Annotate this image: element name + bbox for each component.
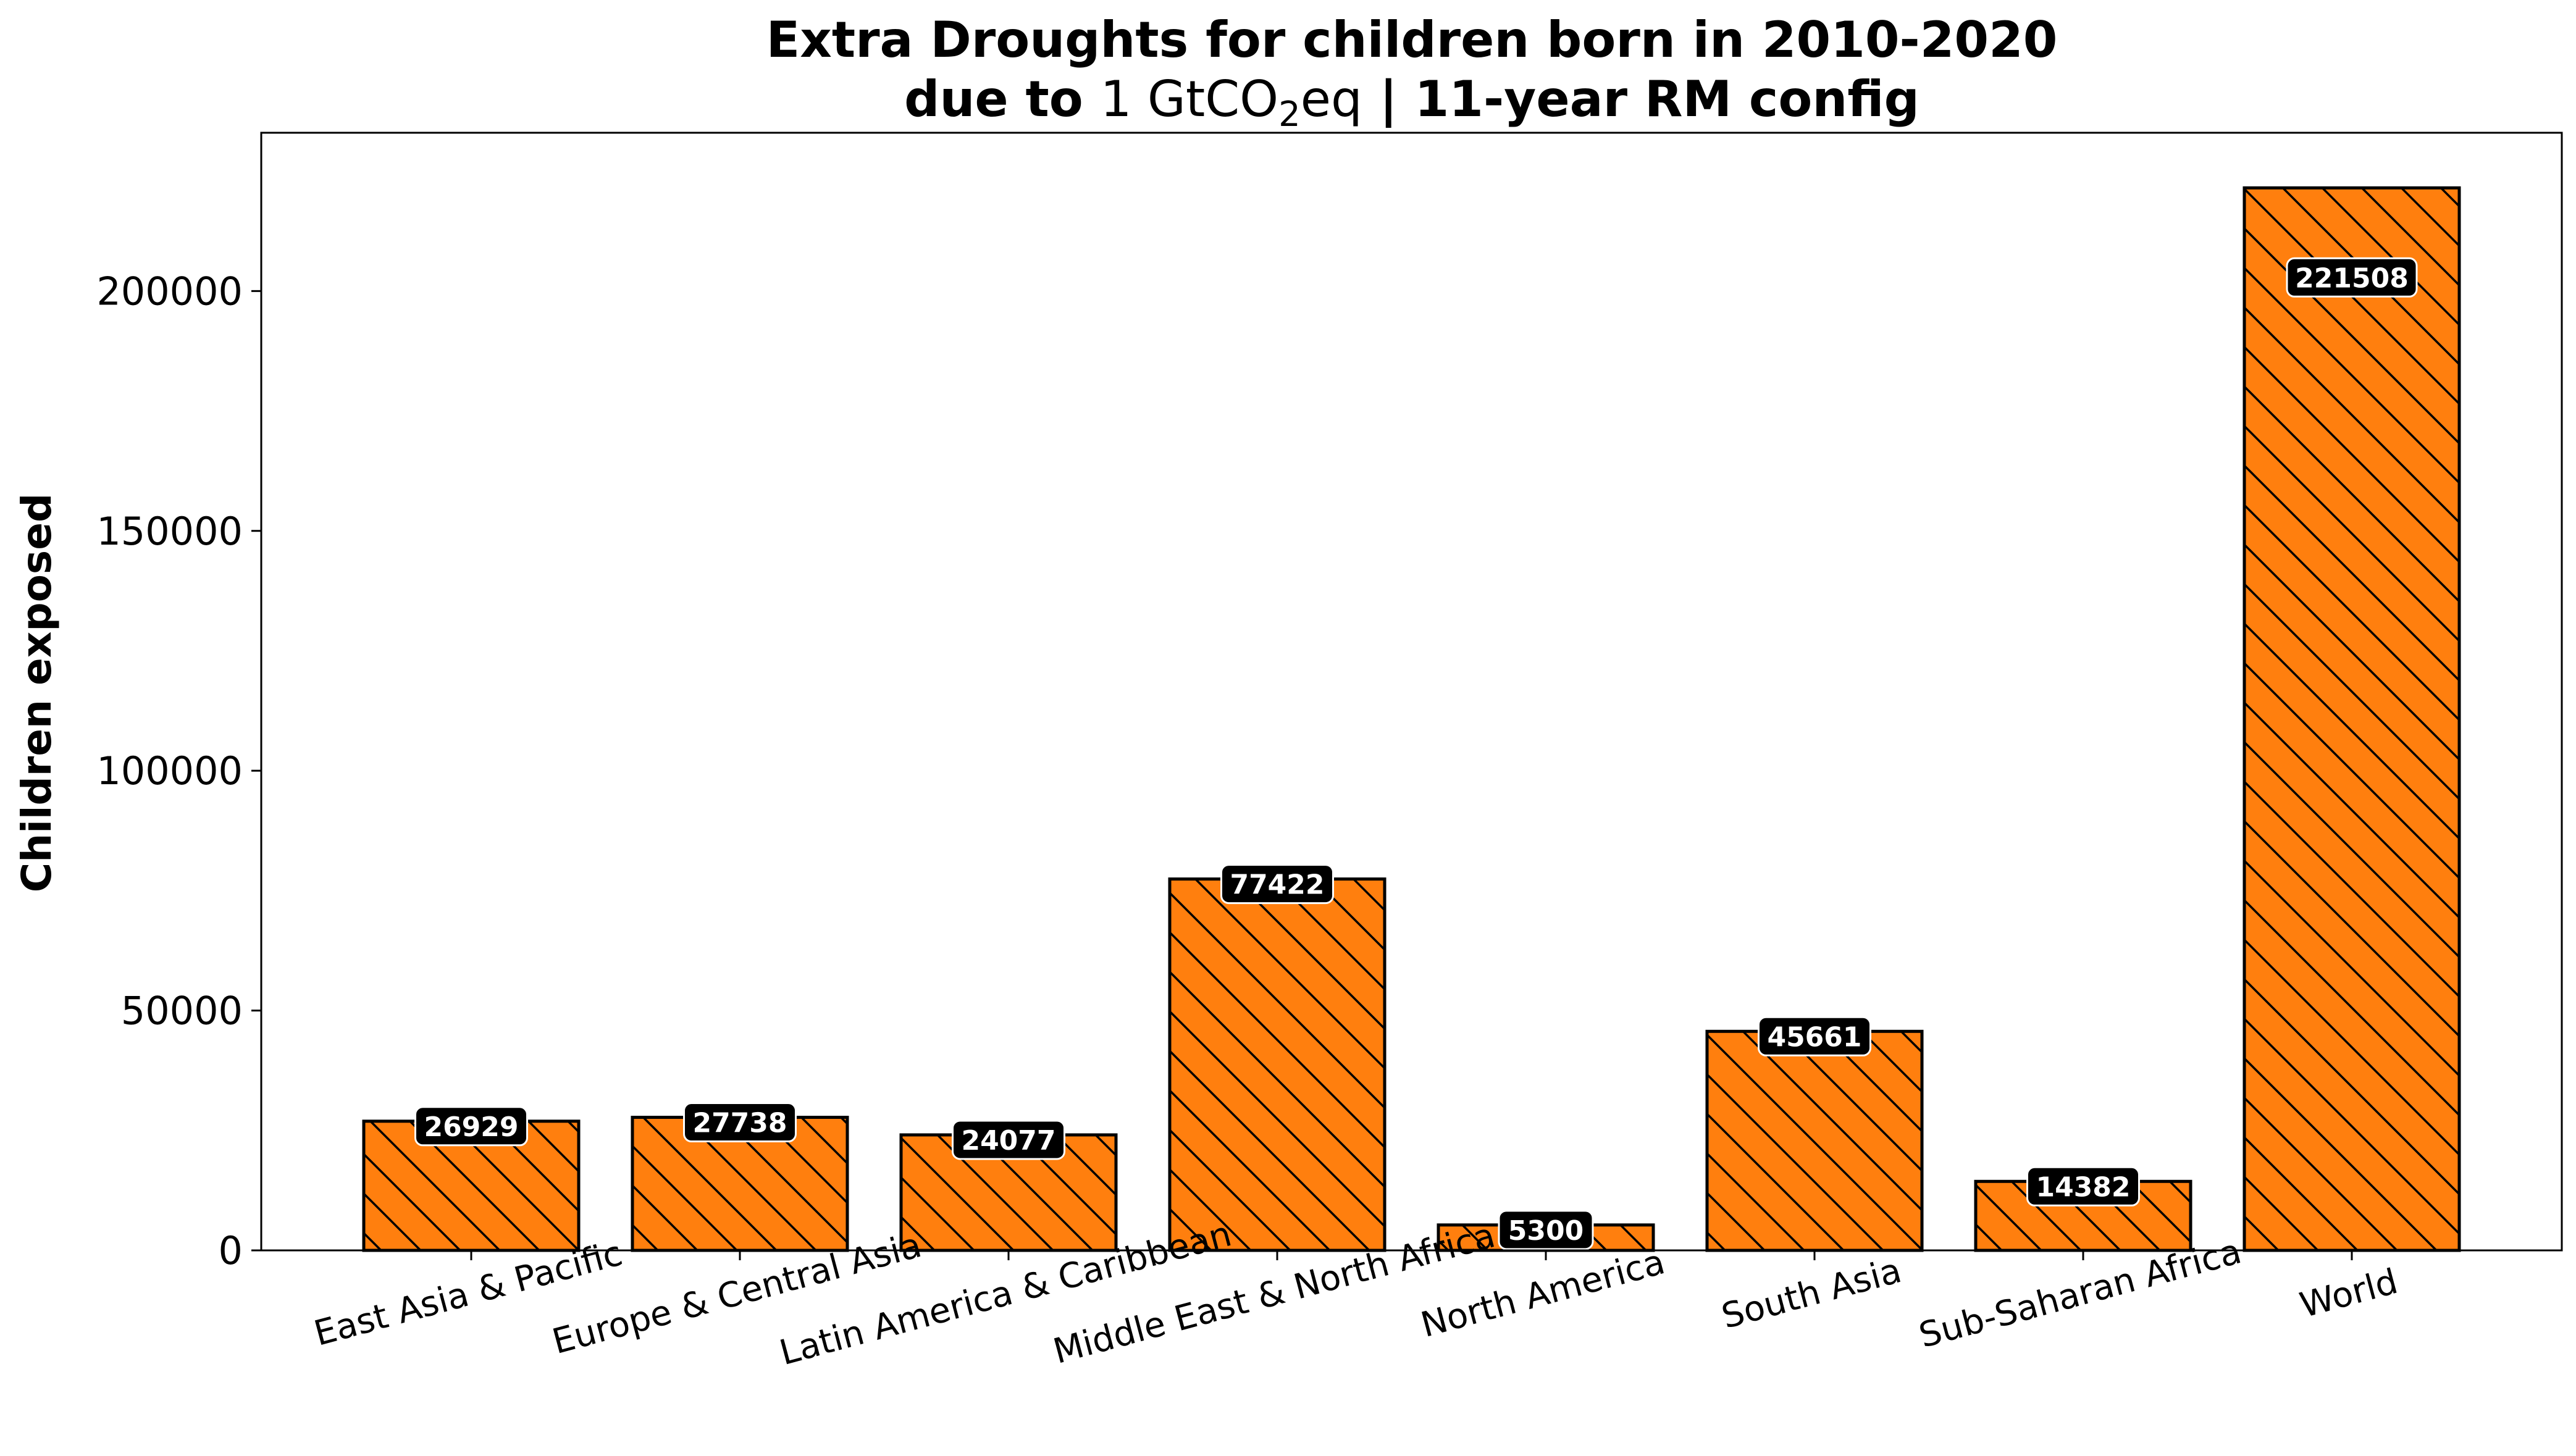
- bar: [2242, 186, 2461, 1252]
- value-label: 77422: [1230, 869, 1324, 901]
- value-label: 5300: [1508, 1215, 1584, 1247]
- y-axis: 0 50000 100000 150000 200000: [96, 269, 261, 1273]
- title-math-b: eq: [1301, 70, 1362, 128]
- value-label: 26929: [424, 1111, 518, 1143]
- y-tick-label: 200000: [96, 269, 243, 314]
- value-label: 221508: [2295, 262, 2409, 294]
- bars-group: [362, 186, 2461, 1252]
- bar: [1168, 877, 1387, 1252]
- title-suffix: | 11-year RM config: [1362, 70, 1919, 128]
- value-label: 24077: [961, 1125, 1055, 1157]
- value-label-box: [2026, 1166, 2140, 1207]
- value-label-box: [683, 1102, 797, 1143]
- title-math-sub: 2: [1278, 94, 1301, 135]
- value-label: 27738: [692, 1108, 787, 1139]
- bar: [1705, 1029, 1924, 1252]
- chart-title-line2: due to 1 GtCO2eq | 11-year RM config: [904, 70, 1919, 135]
- y-tick-label: 0: [219, 1228, 243, 1273]
- value-label-box: [2286, 257, 2418, 298]
- title-prefix: due to: [904, 70, 1100, 128]
- value-label-box: [414, 1106, 528, 1147]
- y-tick-label: 50000: [121, 989, 243, 1034]
- value-label: 14382: [2036, 1171, 2130, 1203]
- y-tick-label: 150000: [96, 509, 243, 554]
- chart-title-line1: Extra Droughts for children born in 2010…: [766, 11, 2058, 69]
- value-label-box: [1220, 864, 1334, 905]
- x-tick-label: South Asia: [1718, 1250, 1906, 1337]
- x-tick-label: World: [2296, 1261, 2402, 1326]
- value-labels-group: 26929 27738 24077 77422 5300 45661 14382 221508: [414, 257, 2418, 1250]
- title-math-a: 1 GtCO: [1101, 70, 1279, 128]
- y-axis-label: Children exposed: [13, 493, 61, 892]
- plot-frame: [260, 132, 2563, 1252]
- value-label-box: [952, 1119, 1065, 1160]
- value-label-box: [1758, 1016, 1871, 1056]
- value-label: 45661: [1767, 1021, 1861, 1053]
- y-tick-label: 100000: [96, 748, 243, 793]
- value-label-box: [1498, 1210, 1594, 1250]
